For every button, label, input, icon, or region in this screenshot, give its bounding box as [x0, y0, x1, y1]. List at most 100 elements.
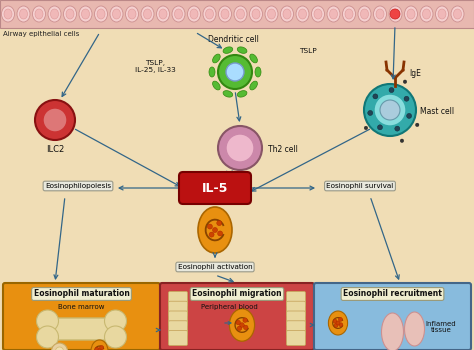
Text: IL-5: IL-5 [202, 182, 228, 195]
Circle shape [404, 96, 409, 101]
FancyBboxPatch shape [314, 283, 471, 350]
Circle shape [243, 318, 247, 322]
Text: Eosinophil: Eosinophil [195, 193, 235, 202]
Ellipse shape [281, 6, 293, 22]
FancyBboxPatch shape [286, 301, 306, 316]
Ellipse shape [188, 6, 201, 22]
Ellipse shape [250, 54, 257, 63]
Text: Airway epithelial cells: Airway epithelial cells [3, 31, 79, 37]
FancyBboxPatch shape [168, 301, 188, 316]
Ellipse shape [438, 9, 446, 19]
FancyBboxPatch shape [286, 311, 306, 326]
Ellipse shape [174, 9, 182, 19]
Circle shape [373, 94, 378, 99]
Text: Eosinophil activation: Eosinophil activation [178, 264, 252, 270]
Text: Eosinophil migration: Eosinophil migration [192, 289, 282, 299]
Ellipse shape [327, 6, 340, 22]
Ellipse shape [223, 47, 233, 53]
Ellipse shape [212, 54, 220, 63]
Circle shape [364, 84, 416, 136]
Ellipse shape [172, 6, 185, 22]
Ellipse shape [454, 9, 462, 19]
FancyBboxPatch shape [160, 283, 314, 350]
Circle shape [226, 134, 254, 162]
Circle shape [390, 9, 400, 19]
Circle shape [208, 224, 212, 229]
Ellipse shape [209, 67, 215, 77]
Ellipse shape [329, 9, 337, 19]
Text: ILC2: ILC2 [46, 145, 64, 154]
Circle shape [43, 108, 67, 132]
Circle shape [236, 320, 240, 325]
Text: IgE: IgE [409, 70, 421, 78]
Ellipse shape [1, 6, 15, 22]
Circle shape [97, 349, 101, 350]
Circle shape [244, 325, 248, 330]
Ellipse shape [404, 6, 418, 22]
Text: Bone marrow: Bone marrow [58, 304, 105, 310]
Circle shape [95, 347, 99, 350]
FancyBboxPatch shape [168, 292, 188, 307]
Text: Eosinophil maturation: Eosinophil maturation [34, 289, 129, 299]
Circle shape [389, 88, 394, 92]
Ellipse shape [219, 6, 231, 22]
Circle shape [333, 319, 337, 323]
Circle shape [209, 232, 214, 237]
FancyBboxPatch shape [286, 321, 306, 336]
Bar [0, 0, 474, 28]
Ellipse shape [267, 9, 275, 19]
Ellipse shape [361, 9, 368, 19]
FancyBboxPatch shape [3, 283, 160, 350]
Ellipse shape [389, 6, 402, 22]
Ellipse shape [17, 6, 30, 22]
FancyBboxPatch shape [43, 318, 120, 340]
Ellipse shape [126, 6, 138, 22]
Text: Eosinophil survival: Eosinophil survival [327, 183, 393, 189]
Ellipse shape [311, 6, 325, 22]
Ellipse shape [229, 309, 255, 341]
Ellipse shape [252, 9, 260, 19]
Circle shape [212, 228, 218, 232]
Text: TSLP: TSLP [299, 48, 317, 54]
Text: Eosinophil recruitment: Eosinophil recruitment [343, 289, 442, 299]
Circle shape [407, 113, 411, 118]
FancyBboxPatch shape [168, 330, 188, 345]
Ellipse shape [328, 311, 347, 335]
Ellipse shape [249, 6, 263, 22]
Text: Th2 cell: Th2 cell [268, 146, 298, 154]
Text: TSLP,
IL-25, IL-33: TSLP, IL-25, IL-33 [135, 60, 175, 73]
Circle shape [338, 317, 342, 321]
Circle shape [226, 63, 244, 81]
Text: Eosinophilopoiesis: Eosinophilopoiesis [45, 183, 111, 189]
Ellipse shape [382, 313, 403, 350]
Circle shape [55, 347, 64, 350]
Ellipse shape [51, 9, 58, 19]
Ellipse shape [35, 9, 43, 19]
Text: Inflamed
tissue: Inflamed tissue [426, 321, 456, 334]
Ellipse shape [203, 6, 216, 22]
Ellipse shape [345, 9, 353, 19]
Circle shape [374, 94, 406, 126]
Circle shape [218, 55, 252, 89]
Ellipse shape [159, 9, 167, 19]
Ellipse shape [91, 340, 108, 350]
Ellipse shape [190, 9, 198, 19]
Ellipse shape [404, 312, 425, 346]
Circle shape [240, 323, 244, 327]
FancyBboxPatch shape [179, 172, 251, 204]
Ellipse shape [250, 81, 257, 90]
Ellipse shape [255, 67, 261, 77]
Circle shape [364, 126, 368, 130]
FancyBboxPatch shape [168, 311, 188, 326]
Ellipse shape [141, 6, 154, 22]
FancyBboxPatch shape [286, 330, 306, 345]
Ellipse shape [212, 81, 220, 90]
Ellipse shape [19, 9, 27, 19]
Text: Dendritic cell: Dendritic cell [208, 35, 258, 44]
Ellipse shape [156, 6, 170, 22]
Ellipse shape [343, 6, 356, 22]
Circle shape [35, 100, 75, 140]
Circle shape [52, 343, 67, 350]
Ellipse shape [223, 91, 233, 97]
Ellipse shape [299, 9, 307, 19]
